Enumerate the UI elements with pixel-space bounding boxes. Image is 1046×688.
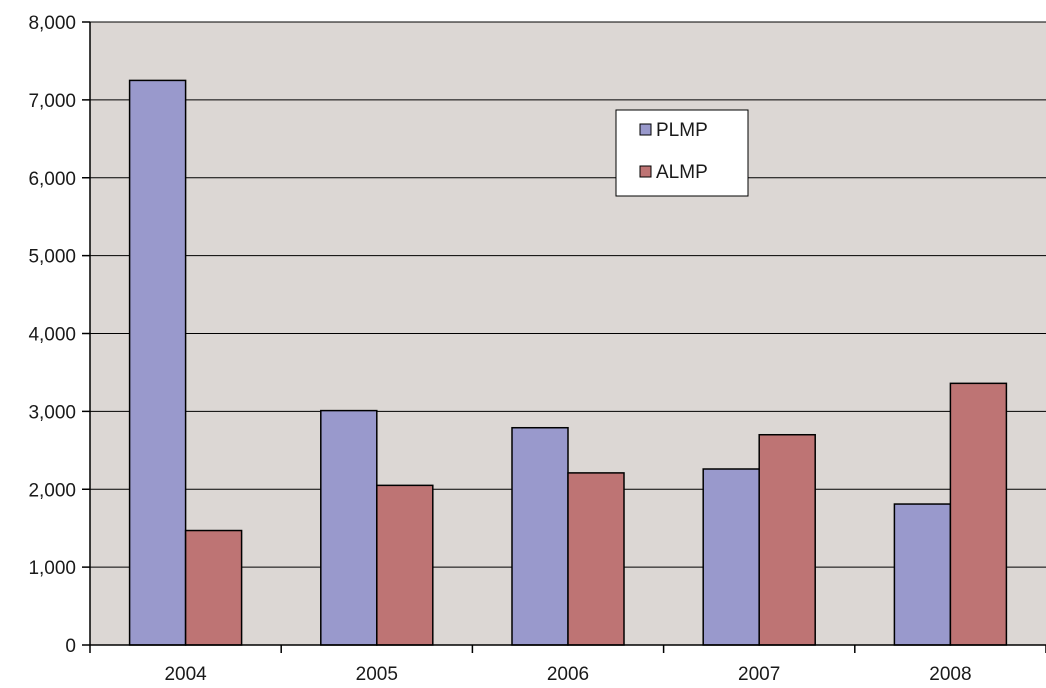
- bar-almp-2008: [949, 382, 1008, 646]
- y-tick-label: 8,000: [28, 13, 76, 34]
- bar-plmp-2004: [128, 79, 187, 646]
- y-tick-label: 3,000: [28, 402, 76, 423]
- bar-plmp-2008: [893, 503, 952, 646]
- legend-box: [615, 109, 749, 197]
- y-tick-label: 0: [65, 636, 76, 657]
- x-tick-label: 2005: [356, 664, 398, 685]
- bar-almp-2004: [184, 529, 243, 646]
- bar-almp-2005: [376, 484, 434, 646]
- legend: PLMP ALMP: [615, 109, 749, 197]
- bar-plmp-2005: [320, 409, 378, 646]
- bar-plmp-2006: [511, 426, 569, 646]
- x-tick-label: 2004: [164, 664, 207, 685]
- bar-almp-2007: [758, 433, 816, 646]
- x-tick-label: 2008: [929, 664, 971, 685]
- bars: [128, 79, 1008, 646]
- y-tick-label: 7,000: [28, 91, 76, 112]
- legend-label-plmp: PLMP: [656, 120, 708, 141]
- legend-label-almp: ALMP: [656, 162, 708, 183]
- x-axis-ticks: 2004 2005 2006 2007 2008: [89, 645, 1046, 685]
- legend-swatch-almp: [639, 165, 652, 178]
- x-tick-label: 2006: [547, 664, 589, 685]
- legend-swatch-plmp: [639, 123, 652, 136]
- y-tick-label: 5,000: [28, 247, 76, 268]
- bar-almp-2006: [567, 472, 625, 646]
- x-tick-label: 2007: [738, 664, 780, 685]
- y-tick-label: 6,000: [28, 169, 76, 190]
- bar-plmp-2007: [702, 468, 760, 646]
- y-tick-label: 1,000: [28, 558, 76, 579]
- y-tick-label: 2,000: [28, 480, 76, 501]
- y-axis-ticks: 0 1,000 2,000 3,000 4,000 5,000 6,000 7,000 8,00…: [28, 13, 90, 657]
- y-tick-label: 4,000: [28, 325, 76, 346]
